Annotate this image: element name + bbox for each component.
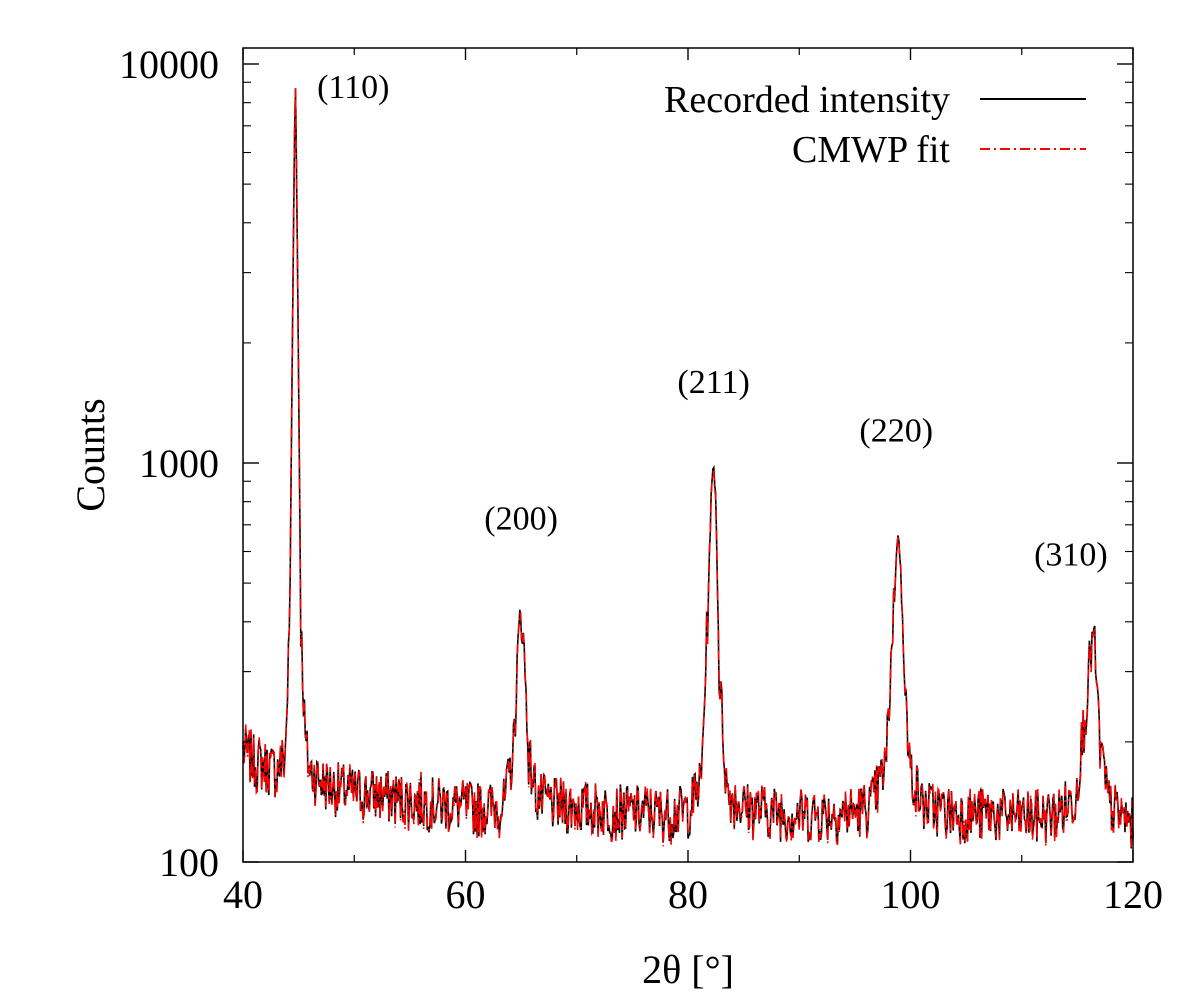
- peak-label: (211): [677, 364, 749, 401]
- y-tick-label: 100: [159, 840, 219, 885]
- peak-label: (220): [859, 412, 933, 449]
- x-tick-label: 80: [668, 872, 708, 917]
- series-layer: [242, 88, 1134, 849]
- series-cmwp-fit: [242, 88, 1134, 848]
- x-tick-label: 60: [446, 872, 486, 917]
- legend-label: CMWP fit: [792, 129, 950, 171]
- ticks-layer: 40 60 80 100 120 100 1000 10000: [119, 42, 1163, 917]
- legend-label: Recorded intensity: [664, 79, 950, 121]
- peak-label: (310): [1034, 536, 1108, 573]
- x-tick-label: 40: [223, 872, 263, 917]
- y-axis-label: Counts: [68, 398, 113, 511]
- y-tick-label: 1000: [139, 441, 219, 486]
- x-axis-label: 2θ [°]: [642, 947, 734, 992]
- peak-label: (110): [317, 69, 389, 106]
- plot-frame: [242, 47, 1134, 863]
- series-recorded-intensity: [242, 88, 1134, 849]
- peak-label: (200): [484, 500, 558, 537]
- x-tick-label: 120: [1103, 872, 1163, 917]
- y-tick-label: 10000: [119, 42, 219, 87]
- legend: Recorded intensity CMWP fit: [664, 79, 1086, 171]
- x-tick-label: 100: [881, 872, 941, 917]
- peak-labels: (110) (200) (211) (220) (310): [317, 69, 1108, 573]
